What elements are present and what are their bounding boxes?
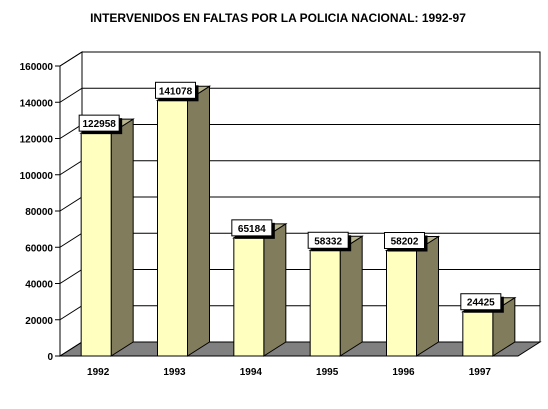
x-tick-label: 1997 [469,367,492,378]
data-label: 24425 [467,298,495,309]
y-tick-label: 160000 [20,62,54,73]
data-label: 122958 [82,119,116,130]
y-tick-label: 60000 [25,243,53,254]
bar-side [416,235,439,357]
data-label: 141078 [159,86,193,97]
x-tick-label: 1995 [316,367,339,378]
data-label-box [155,81,196,99]
bar [386,250,417,357]
bar [233,237,265,357]
data-label-box [78,114,120,132]
y-tick-label: 80000 [25,207,53,218]
data-label-box [384,232,425,250]
data-label: 65184 [238,224,266,235]
gridline [59,87,540,103]
data-label-box [307,231,349,249]
data-label: 58332 [314,236,342,247]
data-label: 58202 [391,237,419,248]
bar-side [110,118,134,357]
x-tick-label: 1994 [240,367,263,378]
bar-side [187,85,210,357]
bar-side [339,235,363,357]
y-tick-label: 40000 [25,280,53,291]
gridline [59,51,540,67]
bar-side [263,222,287,357]
y-tick-label: 120000 [20,135,54,146]
x-tick-label: 1993 [163,367,186,378]
x-tick-label: 1992 [87,367,110,378]
y-tick-label: 140000 [20,98,54,109]
y-tick-label: 100000 [20,171,54,182]
bar [80,132,112,357]
data-label-box [460,293,502,311]
y-tick-label: 0 [47,352,53,363]
bar [462,311,494,357]
bar [309,249,341,357]
y-tick-label: 20000 [25,316,53,327]
plot-area: 0 20000 40000 60000 80000 100000 120000 140000 1… [20,51,542,378]
bar [157,99,188,357]
data-label-box [231,219,273,237]
x-tick-label: 1996 [392,367,415,378]
chart-title: INTERVENIDOS EN FALTAS POR LA POLICIA NA… [90,11,466,25]
